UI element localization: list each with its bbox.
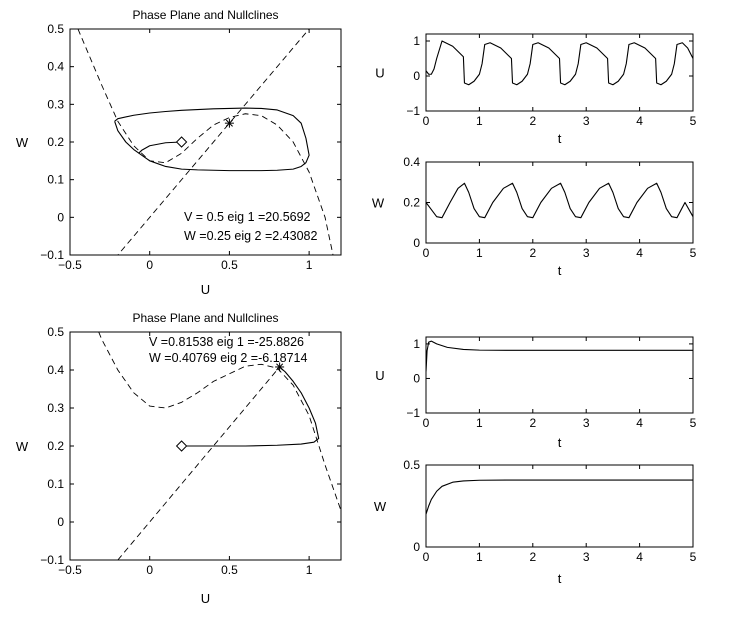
y-tick-label: 0 <box>413 371 420 385</box>
x-tick-label: 1 <box>476 246 483 260</box>
x-tick-label: 0 <box>423 550 430 564</box>
start-point-marker <box>177 441 187 451</box>
eigen-annotation: W =0.25 eig 2 =2.43082 <box>184 229 317 243</box>
x-tick-label: 1 <box>306 258 313 272</box>
y-tick-label: 1 <box>413 337 420 351</box>
x-tick-label: 2 <box>529 550 536 564</box>
x-tick-label: 3 <box>583 416 590 430</box>
trajectory-line <box>139 142 182 153</box>
panel-phase-top: −0.5 0 0.5 1 −0.1 0 0.1 0.2 0.3 0.4 0.5 Phase Plane… <box>16 8 341 297</box>
y-tick-label: 0 <box>57 210 64 224</box>
x-axis-label: t <box>558 435 562 450</box>
x-tick-label: 0 <box>146 563 153 577</box>
y-tick-label: 0.5 <box>47 325 64 339</box>
y-tick-label: 0.5 <box>47 22 64 36</box>
x-tick-label: 3 <box>583 246 590 260</box>
x-tick-label: 0.5 <box>221 563 238 577</box>
y-tick-label: 0.4 <box>47 60 64 74</box>
y-axis-label: W <box>16 439 29 454</box>
trajectory-line <box>182 367 319 446</box>
chart-title: Phase Plane and Nullclines <box>132 8 278 22</box>
y-tick-label: 0.1 <box>47 173 64 187</box>
start-point-marker <box>177 137 187 147</box>
x-tick-label: 5 <box>690 416 697 430</box>
y-axis-label: W <box>16 135 29 150</box>
eigen-annotation: V =0.81538 eig 1 =-25.8826 <box>149 335 304 349</box>
plot-frame <box>426 34 693 111</box>
y-axis-label: U <box>375 66 384 81</box>
trajectory-line <box>426 41 693 85</box>
y-tick-label: −1 <box>406 406 420 420</box>
x-tick-label: 4 <box>636 550 643 564</box>
plot-frame <box>426 337 693 413</box>
x-tick-label: 3 <box>583 114 590 128</box>
trajectory-line <box>115 108 309 171</box>
eigen-annotation: W =0.40769 eig 2 =-6.18714 <box>149 351 308 365</box>
plot-frame <box>426 465 693 547</box>
equilibrium-marker <box>225 119 234 128</box>
x-tick-label: 2 <box>529 114 536 128</box>
y-tick-label: 0 <box>413 540 420 554</box>
x-tick-label: 1 <box>476 550 483 564</box>
y-tick-label: 0.3 <box>47 401 64 415</box>
y-tick-label: −0.1 <box>40 248 64 262</box>
y-tick-label: 0.1 <box>47 477 64 491</box>
y-tick-label: 0.2 <box>47 439 64 453</box>
x-tick-label: 1 <box>476 416 483 430</box>
x-axis-label: t <box>558 131 562 146</box>
x-tick-label: 1 <box>306 563 313 577</box>
y-tick-label: −1 <box>406 104 420 118</box>
trajectory-line <box>426 341 693 371</box>
x-tick-label: 1 <box>476 114 483 128</box>
x-axis-label: t <box>558 571 562 586</box>
y-tick-label: 0.2 <box>403 196 420 210</box>
plot-frame <box>426 162 693 243</box>
x-tick-label: 4 <box>636 246 643 260</box>
y-tick-label: 1 <box>413 34 420 48</box>
x-tick-label: 2 <box>529 416 536 430</box>
trajectory-line <box>426 183 693 217</box>
y-tick-label: 0.4 <box>47 363 64 377</box>
y-axis-label: U <box>375 368 384 383</box>
y-tick-label: 0.3 <box>47 97 64 111</box>
x-tick-label: 4 <box>636 416 643 430</box>
nullcline-line <box>118 367 280 560</box>
y-tick-label: 0.2 <box>47 135 64 149</box>
trajectory-line <box>426 480 693 514</box>
y-tick-label: 0 <box>57 515 64 529</box>
panel-w-top: 0 1 2 3 4 5 0 0.2 0.4 t W <box>372 155 697 278</box>
y-tick-label: 0.5 <box>403 458 420 472</box>
nullcline-line <box>115 29 309 259</box>
y-tick-label: 0 <box>413 69 420 83</box>
x-axis-label: t <box>558 263 562 278</box>
y-axis-label: W <box>374 499 387 514</box>
x-tick-label: 2 <box>529 246 536 260</box>
x-tick-label: 0.5 <box>221 258 238 272</box>
x-tick-label: 4 <box>636 114 643 128</box>
y-axis-label: W <box>372 196 385 211</box>
y-tick-label: −0.1 <box>40 553 64 567</box>
x-tick-label: 0 <box>146 258 153 272</box>
panel-phase-bottom: −0.5 0 0.5 1 −0.1 0 0.1 0.2 0.3 0.4 0.5 Phase Plane… <box>16 311 341 606</box>
x-tick-label: 5 <box>690 550 697 564</box>
x-tick-label: 5 <box>690 246 697 260</box>
x-tick-label: 5 <box>690 114 697 128</box>
chart-title: Phase Plane and Nullclines <box>132 311 278 325</box>
x-axis-label: U <box>201 591 210 606</box>
x-tick-label: 0 <box>423 114 430 128</box>
y-tick-label: 0 <box>413 236 420 250</box>
x-axis-label: U <box>201 282 210 297</box>
x-tick-label: 0 <box>423 246 430 260</box>
panel-w-bottom: 0 1 2 3 4 5 0 0.5 t W <box>374 458 697 586</box>
x-tick-label: 3 <box>583 550 590 564</box>
y-tick-label: 0.4 <box>403 155 420 169</box>
x-tick-label: 0 <box>423 416 430 430</box>
eigen-annotation: V = 0.5 eig 1 =20.5692 <box>184 210 311 224</box>
